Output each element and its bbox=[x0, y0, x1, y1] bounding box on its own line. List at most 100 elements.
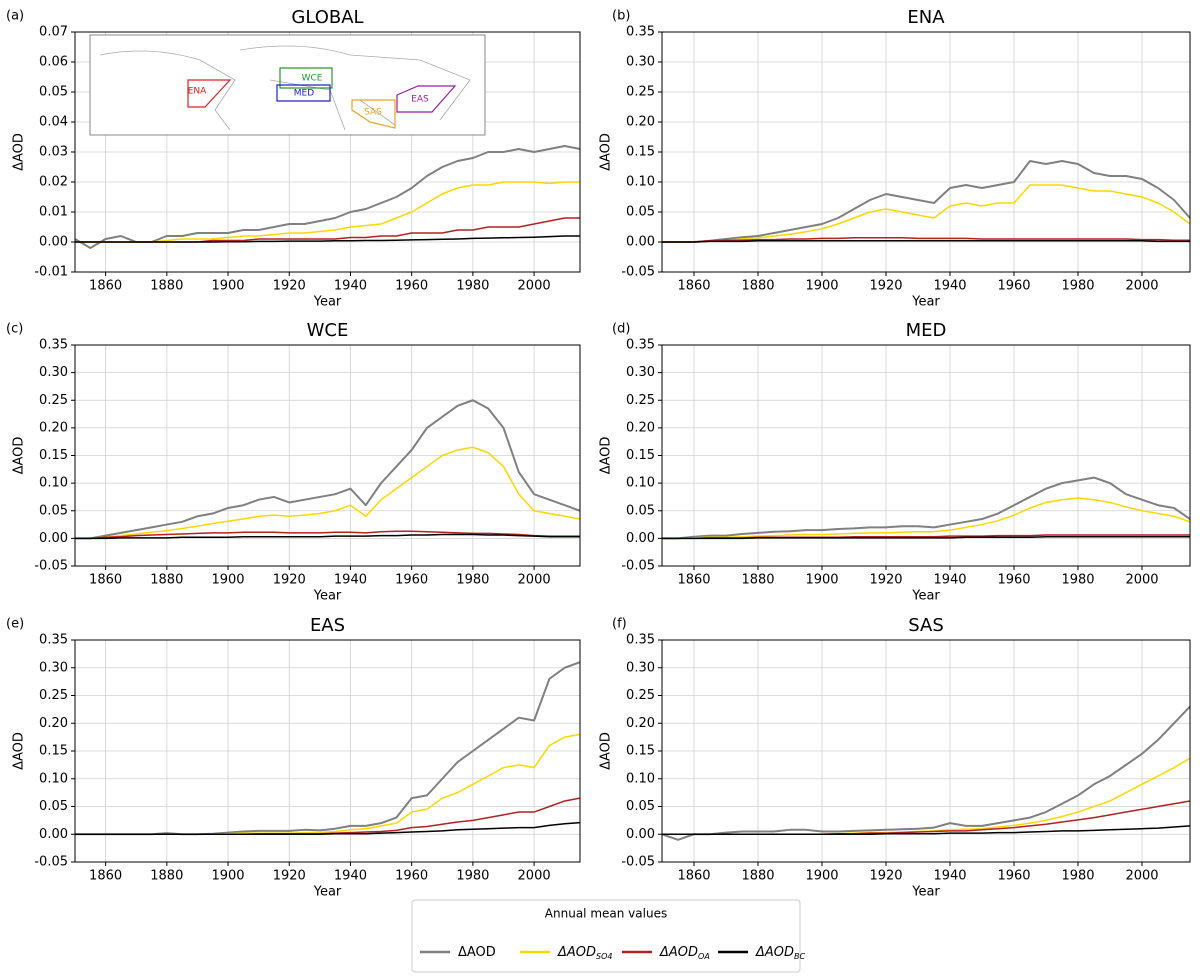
y-tick-label: 0.30 bbox=[39, 365, 68, 380]
y-axis-label: ΔAOD bbox=[599, 732, 614, 770]
y-axis-label: ΔAOD bbox=[12, 133, 27, 171]
panel-label: (b) bbox=[612, 9, 630, 24]
y-tick-label: 0.25 bbox=[626, 85, 655, 100]
y-tick-label: 0.30 bbox=[626, 55, 655, 70]
y-tick-label: 0.10 bbox=[39, 771, 68, 786]
y-tick-label: 0.15 bbox=[39, 448, 68, 463]
map-region-label: MED bbox=[294, 89, 314, 99]
x-tick-label: 1960 bbox=[395, 869, 428, 884]
axes-frame bbox=[661, 31, 1191, 273]
y-tick-label: 0.06 bbox=[39, 55, 68, 70]
x-tick-label: 1860 bbox=[677, 279, 710, 294]
x-tick-label: 2000 bbox=[518, 573, 551, 588]
x-tick-label: 2000 bbox=[518, 869, 551, 884]
x-tick-label: 1980 bbox=[1061, 869, 1094, 884]
y-tick-label: 0.10 bbox=[39, 476, 68, 491]
y-tick-label: 0.35 bbox=[39, 633, 68, 648]
axes-frame bbox=[74, 344, 581, 567]
x-tick-label: 2000 bbox=[1125, 869, 1158, 884]
y-tick-label: 0.02 bbox=[39, 175, 68, 190]
series-line bbox=[74, 145, 581, 249]
x-tick-label: 1880 bbox=[150, 573, 183, 588]
x-tick-label: 1860 bbox=[677, 869, 710, 884]
x-tick-label: 2000 bbox=[518, 279, 551, 294]
x-tick-label: 1980 bbox=[1061, 279, 1094, 294]
series-line bbox=[75, 399, 581, 540]
panel-title: SAS bbox=[908, 615, 944, 636]
series-line bbox=[662, 184, 1191, 243]
panel-label: (e) bbox=[6, 617, 24, 632]
panel-title: ENA bbox=[907, 7, 945, 28]
series-line bbox=[661, 705, 1191, 841]
panel-title: MED bbox=[906, 320, 947, 341]
y-tick-label: 0.05 bbox=[39, 85, 68, 100]
panel-label: (a) bbox=[6, 9, 24, 24]
y-tick-label: 0.00 bbox=[626, 235, 655, 250]
legend-label: ΔAODBC bbox=[755, 945, 806, 961]
y-tick-label: 0.30 bbox=[39, 660, 68, 675]
series-line bbox=[75, 533, 580, 540]
y-tick-label: 0.20 bbox=[626, 420, 655, 435]
map-region bbox=[187, 79, 232, 108]
legend-name: ΔAOD bbox=[458, 945, 496, 960]
x-tick-label: 1960 bbox=[997, 869, 1030, 884]
y-tick-label: 0.05 bbox=[39, 799, 68, 814]
y-tick-label: 0.00 bbox=[39, 531, 68, 546]
x-tick-label: 1940 bbox=[334, 573, 367, 588]
x-tick-label: 1960 bbox=[395, 573, 428, 588]
x-tick-label: 1940 bbox=[933, 869, 966, 884]
x-tick-label: 1900 bbox=[805, 869, 838, 884]
y-tick-label: 0.05 bbox=[39, 503, 68, 518]
panel-label: (d) bbox=[612, 322, 630, 337]
y-tick-label: -0.05 bbox=[621, 855, 655, 870]
y-tick-label: 0.00 bbox=[39, 235, 68, 250]
panel-title: GLOBAL bbox=[291, 7, 363, 28]
map-region bbox=[279, 67, 333, 89]
y-tick-label: -0.01 bbox=[34, 265, 68, 280]
map-inset: ENA WCE MED SAS EAS bbox=[89, 34, 486, 136]
map-coast bbox=[99, 45, 471, 131]
y-tick-label: 0.00 bbox=[39, 827, 68, 842]
y-axis-label: ΔAOD bbox=[12, 437, 27, 475]
map-region-label: EAS bbox=[411, 95, 429, 105]
x-tick-label: 1960 bbox=[997, 573, 1030, 588]
x-tick-label: 2000 bbox=[1125, 573, 1158, 588]
series-line bbox=[662, 240, 1190, 243]
x-tick-label: 1920 bbox=[869, 869, 902, 884]
y-tick-label: -0.05 bbox=[621, 265, 655, 280]
y-tick-label: 0.05 bbox=[626, 503, 655, 518]
y-tick-label: 0.30 bbox=[626, 365, 655, 380]
series-line bbox=[662, 825, 1191, 835]
x-axis-label: Year bbox=[911, 589, 940, 604]
series-line bbox=[662, 476, 1191, 540]
series-line bbox=[662, 757, 1191, 835]
y-tick-label: -0.05 bbox=[34, 559, 68, 574]
map-region bbox=[396, 85, 457, 113]
series-line bbox=[662, 160, 1191, 243]
x-tick-label: 1960 bbox=[997, 279, 1030, 294]
legend-title: Annual mean values bbox=[545, 907, 667, 921]
x-tick-label: 1860 bbox=[89, 869, 122, 884]
series-line bbox=[75, 661, 581, 836]
x-axis-label: Year bbox=[911, 885, 940, 900]
x-tick-label: 1920 bbox=[273, 573, 306, 588]
x-tick-label: 1900 bbox=[211, 279, 244, 294]
y-tick-label: 0.01 bbox=[39, 205, 68, 220]
series-line bbox=[75, 733, 581, 835]
y-tick-label: 0.03 bbox=[39, 145, 68, 160]
x-tick-label: 1860 bbox=[677, 573, 710, 588]
x-tick-label: 1920 bbox=[869, 279, 902, 294]
axes-frame bbox=[661, 344, 1191, 567]
y-tick-label: -0.05 bbox=[34, 855, 68, 870]
x-tick-label: 1980 bbox=[456, 573, 489, 588]
x-tick-label: 1920 bbox=[273, 869, 306, 884]
y-tick-label: 0.00 bbox=[626, 827, 655, 842]
y-tick-label: 0.20 bbox=[39, 716, 68, 731]
y-tick-label: 0.15 bbox=[626, 448, 655, 463]
series-line bbox=[75, 235, 580, 243]
x-tick-label: 1940 bbox=[334, 279, 367, 294]
map-region-label: ENA bbox=[188, 87, 207, 97]
x-tick-label: 1880 bbox=[741, 573, 774, 588]
legend-label: ΔAOD bbox=[458, 945, 496, 960]
legend-sub: SO4 bbox=[596, 952, 612, 961]
